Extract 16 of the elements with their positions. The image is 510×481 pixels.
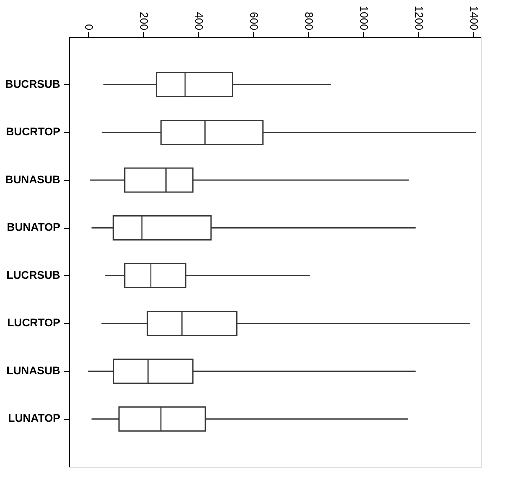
x-tick-label: 1000 [357, 6, 370, 30]
x-tick-label: 200 [138, 12, 150, 30]
y-tick-label: LUCRTOP [8, 318, 60, 330]
y-tick-label: LUNATOP [8, 413, 60, 426]
x-tick-label: 0 [82, 24, 95, 30]
y-tick-label: BUNATOP [7, 222, 60, 234]
y-tick-label: BUCRTOP [6, 126, 60, 139]
y-tick-label: LUCRSUB [6, 270, 61, 282]
y-tick-label: LUNASUB [6, 365, 61, 378]
x-tick-label: 800 [302, 12, 314, 30]
y-tick-label: BUNASUB [6, 174, 61, 186]
x-tick-label: 1400 [467, 6, 480, 30]
x-tick-label: 600 [248, 12, 260, 30]
x-tick-label: 1200 [412, 6, 424, 30]
y-tick-label: BUCRSUB [6, 78, 61, 91]
x-tick-label: 400 [192, 12, 205, 30]
